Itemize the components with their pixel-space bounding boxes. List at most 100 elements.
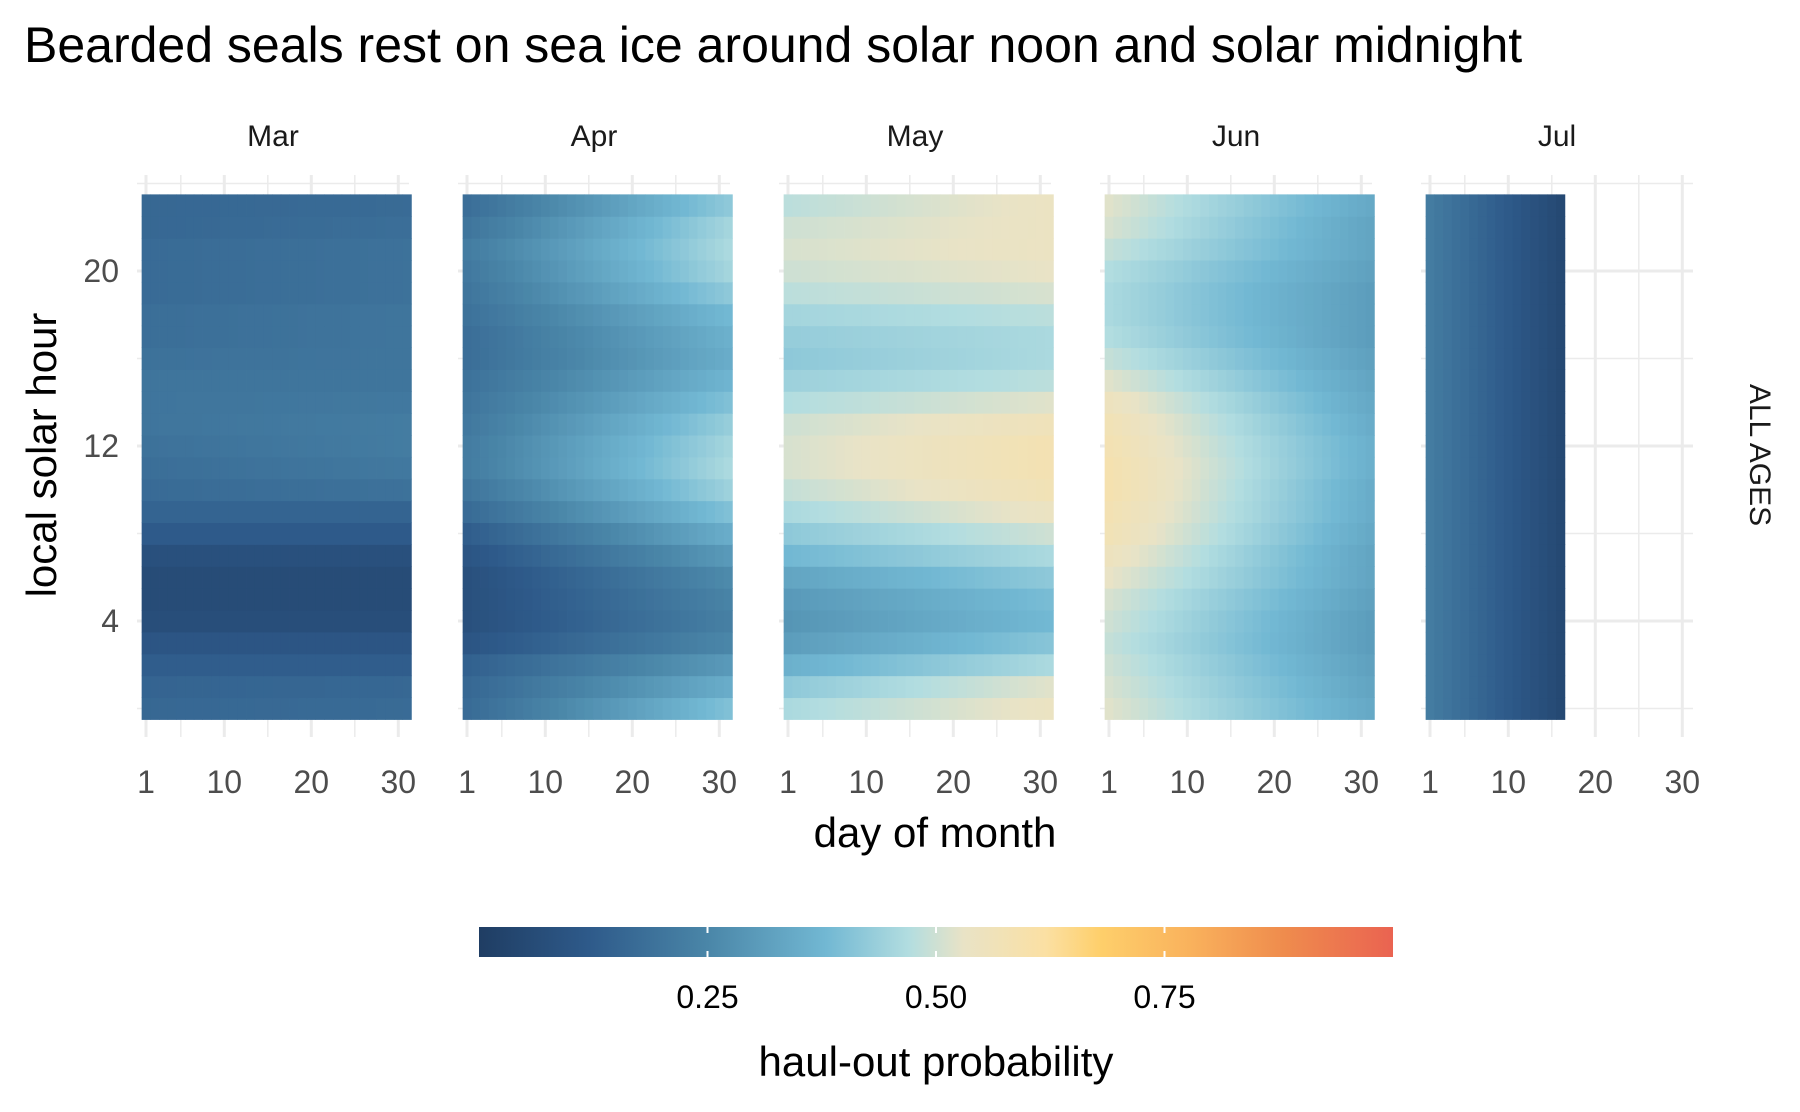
- heat-tile: [835, 610, 845, 633]
- heat-tile: [1235, 544, 1245, 567]
- heat-tile: [315, 303, 325, 327]
- heat-tile: [706, 478, 716, 502]
- heat-tile: [1512, 500, 1522, 524]
- heat-tile: [835, 238, 845, 261]
- heat-tile: [385, 478, 395, 502]
- heat-tile: [1313, 566, 1323, 589]
- heat-tile: [150, 281, 160, 305]
- heat-tile: [558, 435, 568, 458]
- heat-tile: [324, 281, 334, 305]
- heat-tile: [1304, 369, 1314, 392]
- heat-tile: [723, 435, 733, 458]
- heat-tile: [272, 369, 282, 392]
- heat-tile: [376, 588, 386, 611]
- heat-tile: [957, 610, 967, 633]
- heat-tile: [263, 260, 273, 283]
- heat-tile: [237, 588, 247, 611]
- heat-tile: [480, 544, 490, 567]
- heat-tile: [601, 281, 611, 305]
- heat-tile: [1027, 369, 1037, 392]
- heat-tile: [1356, 500, 1367, 524]
- heat-tile: [523, 347, 533, 370]
- heat-tile: [1512, 281, 1522, 305]
- heat-tile: [176, 456, 186, 480]
- heat-tile: [619, 435, 629, 458]
- heat-tile: [1287, 347, 1297, 370]
- heat-tile: [809, 194, 819, 217]
- heat-tile: [333, 347, 343, 370]
- heat-tile: [341, 413, 351, 436]
- heat-tile: [393, 610, 404, 633]
- heat-tile: [1174, 238, 1184, 261]
- heat-tile: [1235, 500, 1245, 524]
- heat-tile: [1469, 325, 1479, 349]
- heat-tile: [523, 588, 533, 611]
- heat-tile: [783, 391, 793, 414]
- heat-tile: [1425, 566, 1435, 589]
- heat-tile: [1530, 325, 1540, 349]
- heat-tile: [254, 522, 264, 545]
- heat-tile: [783, 281, 793, 305]
- heat-tile: [801, 369, 811, 392]
- heat-tile: [176, 544, 186, 567]
- heat-tile: [1538, 631, 1548, 655]
- heat-tile: [1209, 675, 1219, 699]
- heat-tile: [159, 281, 169, 305]
- heat-tile: [350, 675, 360, 699]
- heat-tile: [549, 522, 559, 545]
- heat-tile: [1235, 281, 1245, 305]
- heat-tile: [567, 653, 577, 677]
- heat-tile: [1521, 653, 1531, 677]
- heat-tile: [1226, 325, 1236, 349]
- heat-tile: [333, 194, 343, 217]
- heat-tile: [350, 281, 360, 305]
- heat-tile: [1278, 500, 1288, 524]
- heat-tile: [1348, 260, 1358, 283]
- heat-tile: [645, 281, 655, 305]
- heat-tile: [150, 522, 160, 545]
- heat-tile: [575, 478, 585, 502]
- heat-tile: [150, 303, 160, 327]
- heat-tile: [150, 675, 160, 699]
- heat-tile: [662, 238, 672, 261]
- heat-tile: [1425, 522, 1435, 545]
- heat-tile: [861, 325, 872, 349]
- heat-tile: [1521, 303, 1531, 327]
- heat-tile: [1027, 281, 1037, 305]
- heat-tile: [584, 369, 594, 392]
- heat-tile: [1174, 588, 1184, 611]
- heat-tile: [619, 697, 629, 720]
- heat-tile: [289, 697, 299, 720]
- heat-tile: [376, 653, 386, 677]
- heat-tile: [1252, 522, 1262, 545]
- heat-tile: [1243, 347, 1253, 370]
- heat-tile: [809, 216, 819, 239]
- heat-tile: [540, 631, 551, 655]
- heat-tile: [497, 588, 507, 611]
- heat-tile: [506, 456, 516, 480]
- heat-tile: [957, 281, 967, 305]
- heat-tile: [1434, 653, 1444, 677]
- heat-tile: [931, 216, 941, 239]
- heat-tile: [688, 588, 698, 611]
- heat-tile: [1495, 281, 1505, 305]
- heat-tile: [385, 347, 395, 370]
- heat-tile: [1018, 435, 1028, 458]
- heat-tile: [966, 325, 976, 349]
- heat-tile: [1209, 347, 1219, 370]
- heat-tile: [1322, 653, 1332, 677]
- heat-tile: [861, 435, 872, 458]
- heat-tile: [1365, 653, 1375, 677]
- heat-tile: [1278, 544, 1288, 567]
- heat-tile: [1530, 544, 1540, 567]
- heat-tile: [853, 610, 863, 633]
- heat-tile: [376, 631, 386, 655]
- heat-tile: [306, 653, 317, 677]
- heat-tile: [1530, 675, 1540, 699]
- heat-tile: [1486, 391, 1496, 414]
- heat-tile: [1261, 610, 1271, 633]
- heat-tile: [1365, 238, 1375, 261]
- heat-tile: [306, 566, 317, 589]
- heat-tile: [480, 566, 490, 589]
